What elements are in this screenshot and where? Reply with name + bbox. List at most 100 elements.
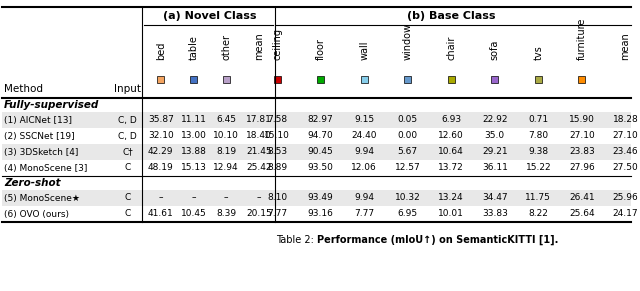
Text: –: – bbox=[159, 194, 163, 203]
Text: 11.75: 11.75 bbox=[525, 194, 551, 203]
Text: 42.29: 42.29 bbox=[148, 148, 173, 157]
Text: 27.96: 27.96 bbox=[569, 164, 595, 173]
Text: 12.57: 12.57 bbox=[395, 164, 420, 173]
Bar bbox=[223, 76, 230, 83]
Text: furniture: furniture bbox=[577, 18, 587, 60]
Text: (1) AICNet [13]: (1) AICNet [13] bbox=[4, 116, 72, 125]
Text: Zero-shot: Zero-shot bbox=[4, 178, 61, 188]
Text: 8.39: 8.39 bbox=[216, 210, 236, 219]
Text: 34.47: 34.47 bbox=[482, 194, 508, 203]
Bar bbox=[2, 190, 631, 206]
Text: 41.61: 41.61 bbox=[148, 210, 173, 219]
Bar bbox=[157, 76, 164, 83]
Text: Performance (mIoU↑) on SemanticKITTI [1].: Performance (mIoU↑) on SemanticKITTI [1]… bbox=[317, 235, 558, 245]
Text: C, D: C, D bbox=[118, 132, 137, 141]
Text: 6.93: 6.93 bbox=[441, 116, 461, 125]
Text: 25.96: 25.96 bbox=[612, 194, 638, 203]
Text: C: C bbox=[125, 194, 131, 203]
Bar bbox=[2, 112, 631, 128]
Text: 13.88: 13.88 bbox=[180, 148, 206, 157]
Text: mean: mean bbox=[620, 32, 630, 60]
Text: (4) MonoScene [3]: (4) MonoScene [3] bbox=[4, 164, 87, 173]
Text: 9.94: 9.94 bbox=[354, 194, 374, 203]
Text: 25.42: 25.42 bbox=[246, 164, 271, 173]
Text: 13.72: 13.72 bbox=[438, 164, 464, 173]
Text: 94.70: 94.70 bbox=[308, 132, 333, 141]
Text: tvs: tvs bbox=[533, 45, 543, 60]
Text: Method: Method bbox=[4, 84, 43, 94]
Text: C: C bbox=[125, 164, 131, 173]
Text: 12.06: 12.06 bbox=[351, 164, 377, 173]
Bar bbox=[492, 76, 499, 83]
Bar bbox=[404, 76, 411, 83]
Text: 36.11: 36.11 bbox=[482, 164, 508, 173]
Text: 27.50: 27.50 bbox=[612, 164, 638, 173]
Text: 10.32: 10.32 bbox=[395, 194, 420, 203]
Text: 10.01: 10.01 bbox=[438, 210, 464, 219]
Text: Table 2:: Table 2: bbox=[276, 235, 317, 245]
Text: (3) 3DSketch [4]: (3) 3DSketch [4] bbox=[4, 148, 78, 157]
Text: 10.10: 10.10 bbox=[213, 132, 239, 141]
Text: 15.13: 15.13 bbox=[180, 164, 206, 173]
Text: 8.19: 8.19 bbox=[216, 148, 236, 157]
Text: 15.22: 15.22 bbox=[525, 164, 551, 173]
Text: floor: floor bbox=[316, 38, 326, 60]
Text: 9.94: 9.94 bbox=[354, 148, 374, 157]
Text: 7.77: 7.77 bbox=[354, 210, 374, 219]
Text: chair: chair bbox=[446, 36, 456, 60]
Text: –: – bbox=[257, 194, 261, 203]
Text: 10.45: 10.45 bbox=[180, 210, 206, 219]
Text: (b) Base Class: (b) Base Class bbox=[407, 11, 495, 21]
Text: 93.50: 93.50 bbox=[308, 164, 333, 173]
Bar bbox=[190, 76, 197, 83]
Text: 11.11: 11.11 bbox=[180, 116, 206, 125]
Text: Input: Input bbox=[114, 84, 141, 94]
Text: 23.83: 23.83 bbox=[569, 148, 595, 157]
Text: ceiling: ceiling bbox=[272, 28, 282, 60]
Text: 35.0: 35.0 bbox=[484, 132, 505, 141]
Text: 20.15: 20.15 bbox=[246, 210, 271, 219]
Text: 24.40: 24.40 bbox=[351, 132, 377, 141]
Text: C†: C† bbox=[122, 148, 133, 157]
Bar bbox=[274, 76, 280, 83]
Text: 8.89: 8.89 bbox=[267, 164, 287, 173]
Text: 8.10: 8.10 bbox=[267, 194, 287, 203]
Text: 15.10: 15.10 bbox=[264, 132, 290, 141]
Text: (2) SSCNet [19]: (2) SSCNet [19] bbox=[4, 132, 75, 141]
Text: 48.19: 48.19 bbox=[148, 164, 173, 173]
Text: table: table bbox=[188, 35, 198, 60]
Text: 32.10: 32.10 bbox=[148, 132, 173, 141]
Text: –: – bbox=[224, 194, 228, 203]
Text: (a) Novel Class: (a) Novel Class bbox=[163, 11, 257, 21]
Text: 8.22: 8.22 bbox=[529, 210, 548, 219]
Text: wall: wall bbox=[359, 40, 369, 60]
Text: 82.97: 82.97 bbox=[308, 116, 333, 125]
Text: 0.05: 0.05 bbox=[397, 116, 418, 125]
Text: 21.45: 21.45 bbox=[246, 148, 271, 157]
Text: 24.17: 24.17 bbox=[612, 210, 638, 219]
Text: 90.45: 90.45 bbox=[308, 148, 333, 157]
Text: sofa: sofa bbox=[490, 40, 500, 60]
Text: 9.15: 9.15 bbox=[354, 116, 374, 125]
Text: 12.60: 12.60 bbox=[438, 132, 464, 141]
Text: window: window bbox=[403, 23, 413, 60]
Text: mean: mean bbox=[254, 32, 264, 60]
Text: 93.49: 93.49 bbox=[308, 194, 333, 203]
Text: 7.77: 7.77 bbox=[267, 210, 287, 219]
Text: 8.53: 8.53 bbox=[267, 148, 287, 157]
Text: 33.83: 33.83 bbox=[482, 210, 508, 219]
Text: 22.92: 22.92 bbox=[482, 116, 508, 125]
Text: 6.95: 6.95 bbox=[397, 210, 418, 219]
Text: 12.94: 12.94 bbox=[213, 164, 239, 173]
Text: (5) MonoScene★: (5) MonoScene★ bbox=[4, 194, 80, 203]
Text: 7.58: 7.58 bbox=[267, 116, 287, 125]
Text: 17.81: 17.81 bbox=[246, 116, 272, 125]
Text: 10.64: 10.64 bbox=[438, 148, 464, 157]
Text: 27.10: 27.10 bbox=[612, 132, 638, 141]
Bar bbox=[317, 76, 324, 83]
Text: 25.64: 25.64 bbox=[569, 210, 595, 219]
Bar bbox=[2, 144, 631, 160]
Bar bbox=[361, 76, 367, 83]
Text: 7.80: 7.80 bbox=[528, 132, 548, 141]
Bar bbox=[535, 76, 542, 83]
